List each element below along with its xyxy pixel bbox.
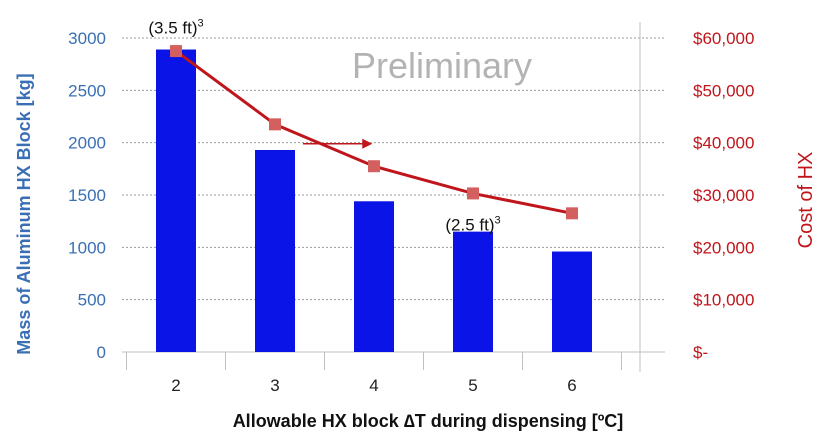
bar: [255, 149, 295, 352]
y2-tick-label: $10,000: [693, 291, 754, 310]
y2-tick-label: $-: [693, 343, 708, 362]
y-tick-label: 0: [97, 343, 106, 362]
y2-tick-label: $50,000: [693, 81, 754, 100]
y2-axis-title: Cost of HX: [795, 152, 817, 249]
bar: [453, 231, 493, 352]
bar: [354, 201, 394, 352]
volume-annotation: (2.5 ft)3: [445, 214, 500, 234]
line-point: [170, 45, 182, 58]
annotations: (3.5 ft)3 (2.5 ft)3: [148, 18, 500, 235]
y-tick-label: 2000: [68, 134, 106, 153]
x-axis: 2 3 4 5 6: [126, 352, 622, 395]
y-tick-label: 1000: [68, 238, 106, 257]
y2-tick-label: $40,000: [693, 134, 754, 153]
watermark-text: Preliminary: [352, 45, 532, 86]
line-point: [467, 187, 479, 200]
y-tick-label: 2500: [68, 81, 106, 100]
volume-annotation: (3.5 ft)3: [148, 18, 203, 38]
right-y-axis: $- $10,000 $20,000 $30,000 $40,000 $50,000 $60…: [639, 22, 754, 372]
left-y-axis: 0 500 1000 1500 2000 2500 3000: [68, 29, 106, 362]
bar-series: [156, 49, 592, 352]
y2-tick-label: $30,000: [693, 186, 754, 205]
y-tick-label: 3000: [68, 29, 106, 48]
y2-tick-label: $60,000: [693, 29, 754, 48]
x-tick-label: 3: [270, 376, 279, 395]
y2-tick-label: $20,000: [693, 238, 754, 257]
line-point: [269, 118, 281, 131]
y-axis-title: Mass of Aluminum HX Block [kg]: [14, 73, 34, 354]
line-point: [368, 160, 380, 173]
x-tick-label: 6: [567, 376, 576, 395]
y-tick-label: 500: [78, 291, 106, 310]
x-tick-label: 4: [369, 376, 378, 395]
x-tick-label: 2: [171, 376, 180, 395]
x-tick-label: 5: [468, 376, 477, 395]
y-tick-label: 1500: [68, 186, 106, 205]
bar: [156, 49, 196, 352]
x-axis-title: Allowable HX block ∆T during dispensing …: [233, 411, 624, 431]
bar: [552, 251, 592, 352]
line-series: [170, 45, 578, 220]
arrow-head: [362, 138, 373, 149]
line-point: [566, 207, 578, 220]
